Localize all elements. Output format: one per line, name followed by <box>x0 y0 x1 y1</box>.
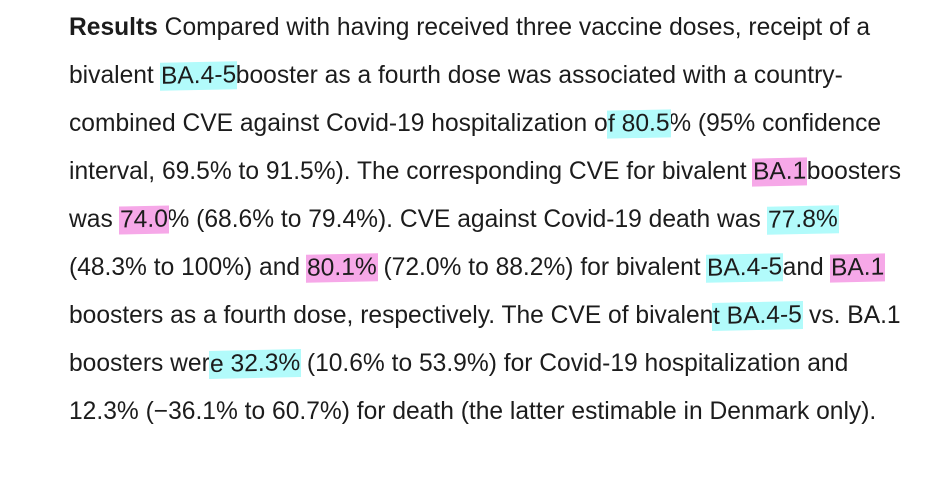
highlight-pink: 74.0 <box>118 205 169 235</box>
highlight-cyan: BA.4-5 <box>159 61 237 91</box>
text-segment: (48.3% to 100%) and <box>69 254 307 281</box>
highlight-cyan: BA.4-5 <box>706 253 784 283</box>
highlight-cyan: t BA.4-5 <box>712 301 804 331</box>
text-segment: % (95% confidence interval, 69.5% to 91.… <box>69 110 882 185</box>
text-segment: booster as a fourth dose was associated … <box>69 62 843 137</box>
highlight-cyan: 77.8% <box>766 205 839 235</box>
highlight-cyan: e 32.3% <box>208 349 302 379</box>
text-segment: Compared with having received three vacc… <box>69 14 871 89</box>
text-segment: vs. BA.1 boosters wer <box>69 302 901 377</box>
highlight-cyan: f 80.5 <box>606 109 671 139</box>
text-segment: (10.6% to 53.9%) for Covid-19 hospitaliz… <box>69 350 877 425</box>
highlight-pink: BA.1 <box>752 157 808 187</box>
highlight-pink: 80.1% <box>305 253 378 283</box>
text-segment: boosters was <box>69 158 902 233</box>
text-segment: and <box>782 254 831 281</box>
text-segment: (72.0% to 88.2%) for bivalent <box>376 254 708 281</box>
results-paragraph: Results Compared with having received th… <box>69 4 919 436</box>
highlight-pink: BA.1 <box>829 253 885 283</box>
text-segment: % (68.6% to 79.4%). CVE against Covid-19… <box>167 206 768 233</box>
results-label: Results <box>69 14 158 41</box>
text-segment: boosters as a fourth dose, respectively.… <box>69 302 714 329</box>
